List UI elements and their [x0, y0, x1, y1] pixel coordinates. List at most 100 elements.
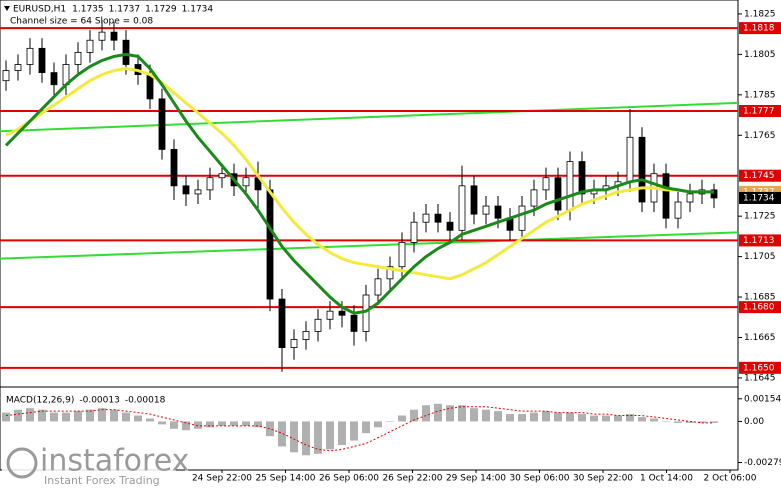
- candle-body: [38, 47, 46, 73]
- candle-body: [566, 161, 574, 211]
- candle-body: [314, 318, 322, 332]
- candle-body: [326, 310, 334, 320]
- candle-body: [626, 136, 634, 183]
- macd-bar: [470, 408, 478, 422]
- signal-line: [5, 406, 714, 452]
- level-label: 1.1818: [743, 24, 775, 34]
- x-tick-label: 2 Oct 06:00: [704, 474, 757, 484]
- y-tick-label: 0.00: [744, 417, 764, 427]
- macd-bar: [14, 409, 22, 422]
- macd-bar: [314, 421, 322, 454]
- candle-body: [158, 98, 166, 150]
- moving-average: [5, 67, 714, 281]
- macd-bar: [158, 421, 166, 425]
- macd-bar: [242, 421, 250, 426]
- macd-bar: [698, 421, 706, 423]
- macd-bar: [374, 421, 382, 428]
- macd-bar: [602, 415, 610, 422]
- logo: instaforex Instant Forex Trading: [2, 444, 189, 488]
- macd-bar: [122, 412, 130, 422]
- y-tick-label: 1.1825: [744, 9, 776, 19]
- level-tag: [739, 105, 781, 118]
- candle-body: [398, 242, 406, 268]
- candle-body: [146, 74, 154, 100]
- macd-bar: [398, 415, 406, 422]
- candle-body: [482, 205, 490, 215]
- channel-line: [0, 231, 739, 260]
- plot-frame: [0, 0, 739, 471]
- chart-subtitle: Channel size = 64 Slope = 0.08: [10, 17, 153, 27]
- x-tick-label: 26 Sep 06:00: [319, 474, 379, 484]
- macd-bar: [50, 412, 58, 422]
- macd-bar: [182, 421, 190, 431]
- x-tick-label: 30 Sep 06:00: [509, 474, 569, 484]
- logo-icon: [6, 447, 38, 479]
- macd-bar: [62, 412, 70, 422]
- header-value: 1.1734: [182, 5, 214, 15]
- macd-bar: [278, 421, 286, 447]
- macd-bar: [386, 421, 394, 422]
- macd-bar: [338, 421, 346, 445]
- macd-bar: [218, 421, 226, 426]
- candle-body: [338, 310, 346, 316]
- macd-bar: [38, 409, 46, 422]
- candle-body: [422, 213, 430, 223]
- y-tick-label: -0.00279: [744, 458, 781, 468]
- macd-bar: [2, 412, 10, 422]
- candle-body: [242, 177, 250, 187]
- x-tick-label: 1 Oct 14:00: [640, 474, 693, 484]
- macd-bar: [362, 421, 370, 434]
- macd-bar: [350, 421, 358, 441]
- x-tick-label: 29 Sep 14:00: [446, 474, 506, 484]
- macd-bar: [146, 418, 154, 422]
- macd-bar: [98, 408, 106, 422]
- candle-body: [26, 47, 34, 65]
- macd-bar: [230, 421, 238, 426]
- candle-body: [578, 161, 586, 195]
- candle-body: [278, 298, 286, 348]
- macd-bar: [554, 412, 562, 422]
- header-value: 1.1729: [145, 5, 177, 15]
- candle-body: [710, 189, 718, 199]
- level-label: 1.1713: [743, 236, 775, 246]
- y-tick-label: 1.1805: [744, 50, 776, 60]
- logo-name: instaforex: [40, 444, 189, 479]
- candle-body: [98, 31, 106, 41]
- chart-title: EURUSD,H1: [13, 5, 66, 15]
- macd-bar: [254, 421, 262, 428]
- header-value: -0.00018: [125, 396, 166, 406]
- candle-body: [446, 221, 454, 231]
- macd-bar: [494, 411, 502, 422]
- channel-line: [0, 101, 739, 133]
- macd-bar: [614, 415, 622, 422]
- macd-bar: [710, 421, 718, 423]
- macd-bar: [302, 421, 310, 456]
- candle-body: [86, 39, 94, 53]
- candle-body: [350, 314, 358, 332]
- y-tick-label: 1.1665: [744, 333, 776, 343]
- level-label: 1.1745: [743, 171, 775, 181]
- macd-bar: [530, 412, 538, 422]
- candle-body: [362, 294, 370, 332]
- price-tag: [739, 191, 781, 204]
- candle-body: [374, 278, 382, 296]
- y-tick-label: 0.00154: [744, 394, 781, 404]
- macd-bar: [518, 414, 526, 422]
- macd-bar: [446, 405, 454, 422]
- macd-bar: [578, 414, 586, 422]
- candle-body: [686, 193, 694, 203]
- macd-bar: [422, 405, 430, 422]
- macd-bar: [434, 403, 442, 422]
- candle-body: [518, 205, 526, 231]
- candle-body: [674, 201, 682, 219]
- macd-bar: [206, 421, 214, 428]
- candle-body: [530, 189, 538, 207]
- macd-bar: [506, 414, 514, 422]
- macd-bar: [482, 409, 490, 422]
- x-tick-label: 30 Sep 22:00: [573, 474, 633, 484]
- candle-body: [434, 213, 442, 223]
- candle-body: [14, 64, 22, 71]
- level-label: 1.1650: [743, 363, 775, 373]
- y-tick-label: 1.1705: [744, 252, 776, 262]
